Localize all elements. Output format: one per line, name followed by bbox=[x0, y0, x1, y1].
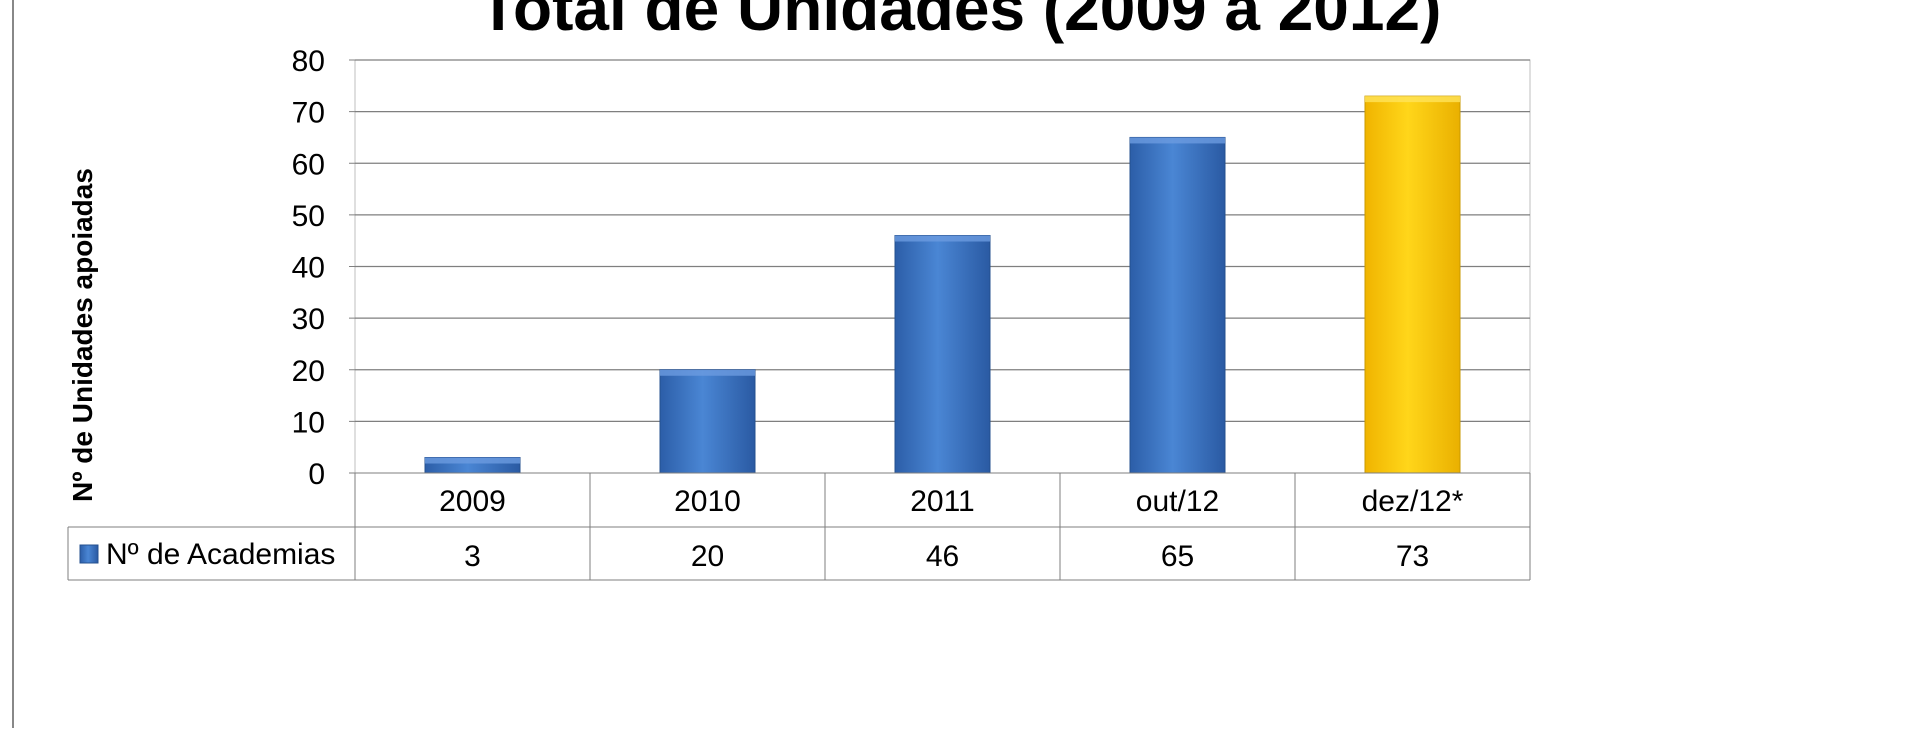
x-category-label: dez/12* bbox=[1362, 485, 1464, 518]
bar-rect bbox=[1129, 136, 1226, 474]
legend-label: Nº de Academias bbox=[106, 538, 335, 571]
bar bbox=[894, 235, 991, 474]
bar-bevel bbox=[895, 235, 990, 242]
bar-rect bbox=[894, 235, 991, 474]
bar bbox=[659, 369, 756, 474]
bar-bevel bbox=[1365, 96, 1460, 103]
data-table-value: 20 bbox=[691, 540, 724, 573]
data-table-value: 3 bbox=[464, 540, 481, 573]
x-category-label: out/12 bbox=[1136, 485, 1219, 518]
x-category-label: 2010 bbox=[674, 485, 741, 518]
data-table-value: 46 bbox=[926, 540, 959, 573]
y-tick-label: 60 bbox=[292, 148, 325, 181]
bar-rect bbox=[1364, 95, 1461, 474]
y-axis-ticks: 0 10 20 30 40 50 60 70 80 bbox=[292, 45, 355, 491]
y-tick-label: 70 bbox=[292, 97, 325, 130]
data-table: 2009 2010 2011 out/12 dez/12* 3 20 46 65 73 Nº de … bbox=[67, 472, 1531, 581]
x-category-label: 2009 bbox=[439, 485, 506, 518]
data-table-value: 65 bbox=[1161, 540, 1194, 573]
bar-rect bbox=[659, 369, 756, 474]
bar-bevel bbox=[660, 369, 755, 376]
bar-bevel bbox=[1130, 137, 1225, 144]
y-tick-label: 30 bbox=[292, 303, 325, 336]
y-tick-label: 20 bbox=[292, 355, 325, 388]
bar bbox=[1129, 136, 1226, 474]
bars bbox=[424, 95, 1461, 474]
bar bbox=[424, 457, 521, 474]
legend-key bbox=[79, 544, 99, 564]
x-category-label: 2011 bbox=[910, 485, 975, 518]
y-tick-label: 50 bbox=[292, 200, 325, 233]
y-tick-label: 40 bbox=[292, 252, 325, 285]
y-tick-label: 0 bbox=[308, 458, 325, 491]
chart-title: Total de Unidades (2009 a 2012) bbox=[479, 0, 1442, 44]
data-table-value: 73 bbox=[1396, 540, 1429, 573]
y-tick-label: 80 bbox=[292, 45, 325, 78]
y-axis-label: Nº de Unidades apoiadas bbox=[67, 168, 98, 502]
y-tick-label: 10 bbox=[292, 406, 325, 439]
bar bbox=[1364, 95, 1461, 474]
bar-bevel bbox=[425, 457, 520, 464]
